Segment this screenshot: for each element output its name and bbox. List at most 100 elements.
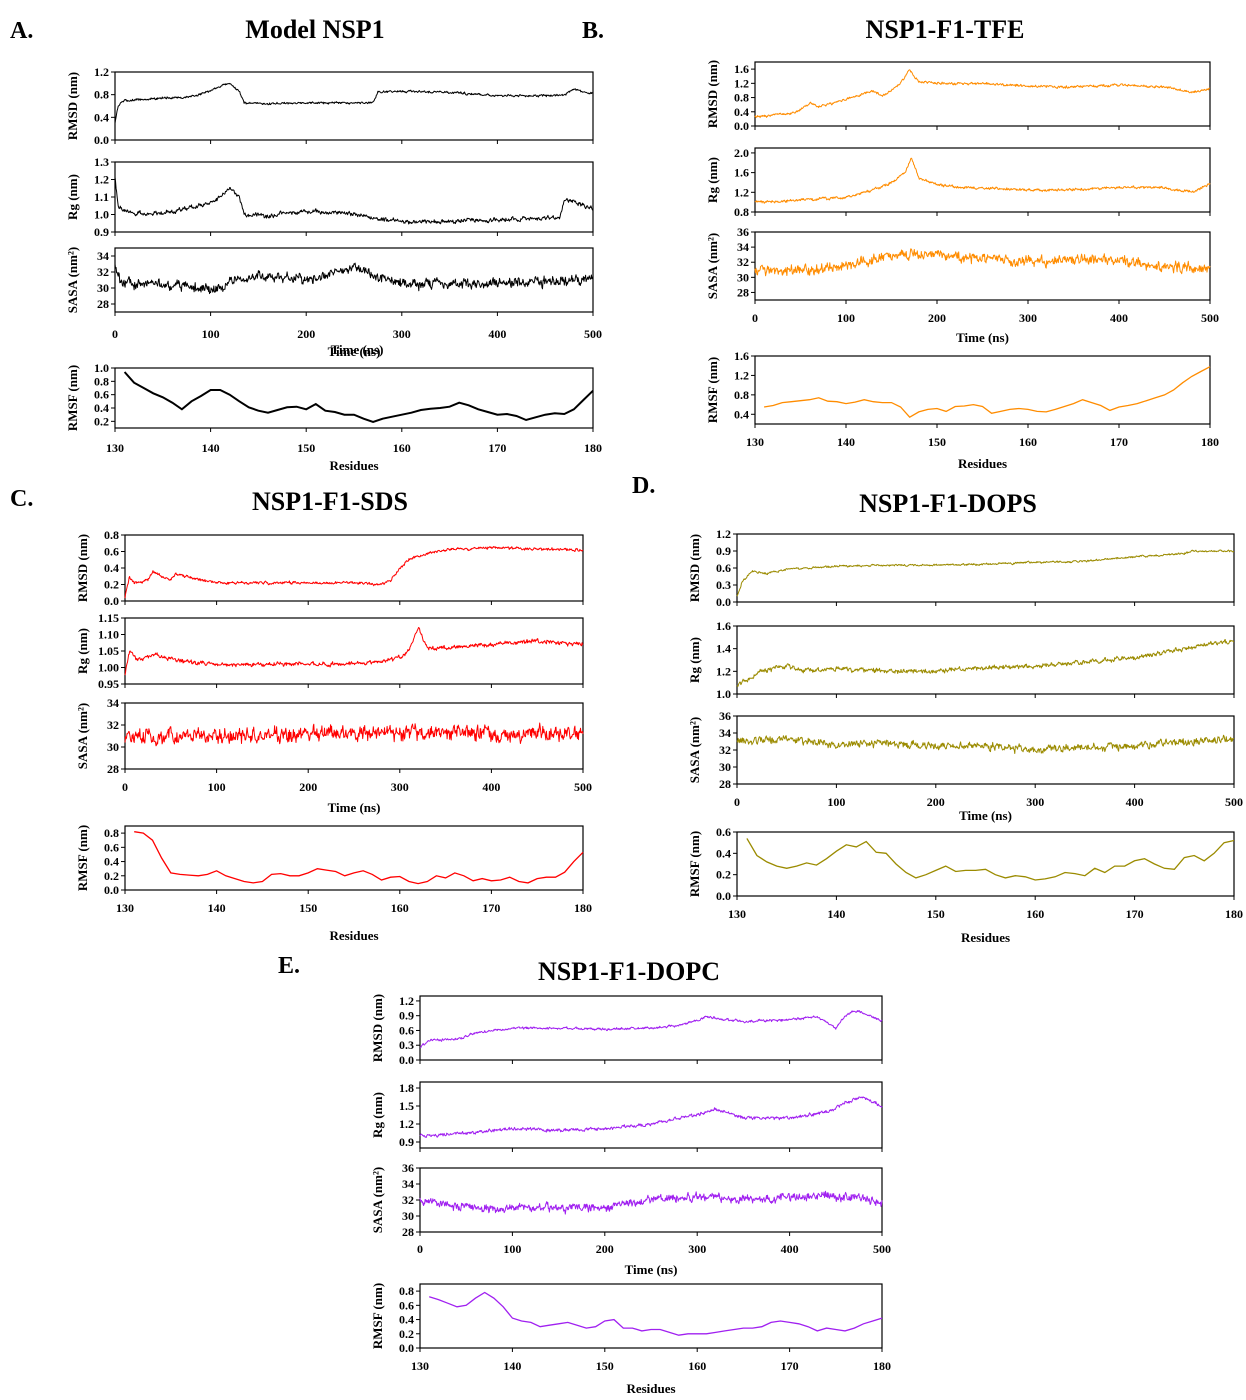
rmsf-plot-ytick-label: 0.6 [399, 1298, 414, 1312]
time-xlabel: Time (ns) [625, 1262, 678, 1277]
time-xtick-label: 200 [928, 311, 946, 325]
rg-plot-frame [754, 147, 1211, 213]
residue-xtick-label: 180 [1225, 907, 1243, 921]
sasa-plot-ytick-label: 30 [97, 281, 109, 295]
rmsf-series-line [123, 371, 594, 424]
panel-title: Model NSP1 [245, 15, 384, 44]
time-xtick-label: 300 [1019, 311, 1037, 325]
panel-title: NSP1-F1-DOPC [538, 957, 720, 986]
panel-letter: E. [278, 953, 300, 979]
rg-plot-ytick-label: 1.0 [716, 687, 731, 701]
time-xlabel: Time (ns) [956, 330, 1009, 345]
rmsd-series-line [419, 1010, 883, 1048]
rmsf-plot-ytick-label: 0.2 [399, 1327, 414, 1341]
sasa-plot-ytick-label: 34 [107, 696, 119, 710]
residue-xtick-label: 170 [1110, 435, 1128, 449]
rmsd-plot-ytick-label: 0.4 [734, 105, 749, 119]
sasa-plot-ytick-label: 36 [737, 225, 749, 239]
time-xtick-label: 400 [781, 1242, 799, 1256]
sasa-plot-ytick-label: 32 [737, 255, 749, 269]
time-xlabel-overlap: Time (ns) [331, 342, 384, 357]
rmsd-plot-ytick-label: 0.2 [104, 578, 119, 592]
rg-plot-ytick-label: 1.2 [716, 664, 731, 678]
rg-plot-frame [124, 617, 584, 685]
sasa-plot-ytick-label: 28 [107, 762, 119, 776]
residue-xtick-label: 150 [928, 435, 946, 449]
rg-plot-frame [736, 625, 1235, 695]
rmsd-plot-frame [114, 71, 594, 141]
rmsd-plot-ytick-label: 0.3 [399, 1038, 414, 1052]
rmsf-plot-ytick-label: 0.4 [104, 855, 119, 869]
time-xtick-label: 0 [417, 1242, 423, 1256]
rmsd-series-line [124, 546, 584, 599]
rg-plot-frame [114, 161, 594, 233]
residue-xtick-label: 130 [116, 901, 134, 915]
rmsf-plot-ytick-label: 0.4 [94, 401, 109, 415]
rmsd-plot-ylabel: RMSD (nm) [687, 534, 702, 602]
sasa-series-line [124, 722, 584, 747]
rmsf-plot-ylabel: RMSF (nm) [370, 1283, 385, 1349]
rmsf-plot-ytick-label: 1.2 [734, 368, 749, 382]
rmsd-plot-frame [419, 995, 883, 1061]
rmsf-plot-ytick-label: 0.6 [716, 825, 731, 839]
time-xtick-label: 0 [752, 311, 758, 325]
time-xtick-label: 100 [208, 780, 226, 794]
rmsf-plot-ytick-label: 0.8 [734, 388, 749, 402]
rmsf-plot-ytick-label: 0.2 [716, 868, 731, 882]
sasa-series-line [754, 248, 1211, 277]
sasa-plot-frame [754, 231, 1211, 301]
rg-plot-ytick-label: 1.8 [399, 1081, 414, 1095]
rmsd-plot-ytick-label: 0.0 [716, 595, 731, 609]
residue-xtick-label: 140 [202, 441, 220, 455]
sasa-plot-frame [124, 702, 584, 770]
residue-xtick-label: 170 [482, 901, 500, 915]
rg-plot-ylabel: Rg (nm) [75, 628, 90, 674]
rg-plot-ytick-label: 0.9 [399, 1135, 414, 1149]
rmsd-plot-ytick-label: 1.2 [734, 76, 749, 90]
rg-plot-ytick-label: 0.95 [98, 677, 119, 691]
time-xtick-label: 200 [927, 795, 945, 809]
time-xtick-label: 300 [393, 327, 411, 341]
rmsf-plot-ytick-label: 0.4 [734, 407, 749, 421]
rmsf-plot-frame [124, 825, 584, 891]
rmsf-plot-ytick-label: 0.6 [94, 388, 109, 402]
panel-title: NSP1-F1-SDS [252, 487, 408, 516]
rg-series-line [124, 627, 584, 676]
rmsd-plot-ytick-label: 1.2 [94, 65, 109, 79]
residue-xlabel: Residues [329, 458, 378, 473]
rmsf-plot-ylabel: RMSF (nm) [75, 825, 90, 891]
rmsf-plot-ytick-label: 0.2 [94, 414, 109, 428]
sasa-plot-ylabel: SASA (nm²) [75, 703, 90, 769]
rg-plot-ylabel: Rg (nm) [65, 174, 80, 220]
sasa-plot-frame [736, 715, 1235, 785]
rmsf-plot-ytick-label: 1.6 [734, 349, 749, 363]
rmsf-plot-ytick-label: 0.4 [716, 846, 731, 860]
residue-xtick-label: 150 [299, 901, 317, 915]
rmsd-plot-ytick-label: 0.4 [104, 561, 119, 575]
sasa-plot-ytick-label: 36 [402, 1161, 414, 1175]
rg-series-line [114, 177, 594, 225]
residue-xtick-label: 130 [106, 441, 124, 455]
rmsd-plot-ylabel: RMSD (nm) [75, 534, 90, 602]
residue-xtick-label: 160 [1019, 435, 1037, 449]
rmsd-plot-frame [124, 534, 584, 602]
residue-xtick-label: 160 [688, 1359, 706, 1373]
rg-plot-ytick-label: 1.10 [98, 628, 119, 642]
time-xtick-label: 100 [827, 795, 845, 809]
rg-plot-ytick-label: 2.0 [734, 146, 749, 160]
rg-plot-ytick-label: 1.4 [716, 642, 731, 656]
residue-xtick-label: 170 [1126, 907, 1144, 921]
time-xtick-label: 100 [837, 311, 855, 325]
rmsd-plot-ytick-label: 0.4 [94, 110, 109, 124]
sasa-plot-frame [114, 247, 594, 313]
time-xlabel: Time (ns) [959, 808, 1012, 823]
rmsf-plot-frame [419, 1283, 883, 1349]
sasa-plot-ytick-label: 32 [402, 1193, 414, 1207]
rmsd-plot-ytick-label: 0.6 [104, 545, 119, 559]
sasa-plot-ytick-label: 34 [737, 240, 749, 254]
time-xtick-label: 400 [1110, 311, 1128, 325]
rmsf-series-line [134, 831, 584, 885]
panel-letter: C. [10, 486, 33, 512]
rmsd-plot-ytick-label: 0.0 [399, 1053, 414, 1067]
panel-title: NSP1-F1-DOPS [859, 489, 1037, 518]
